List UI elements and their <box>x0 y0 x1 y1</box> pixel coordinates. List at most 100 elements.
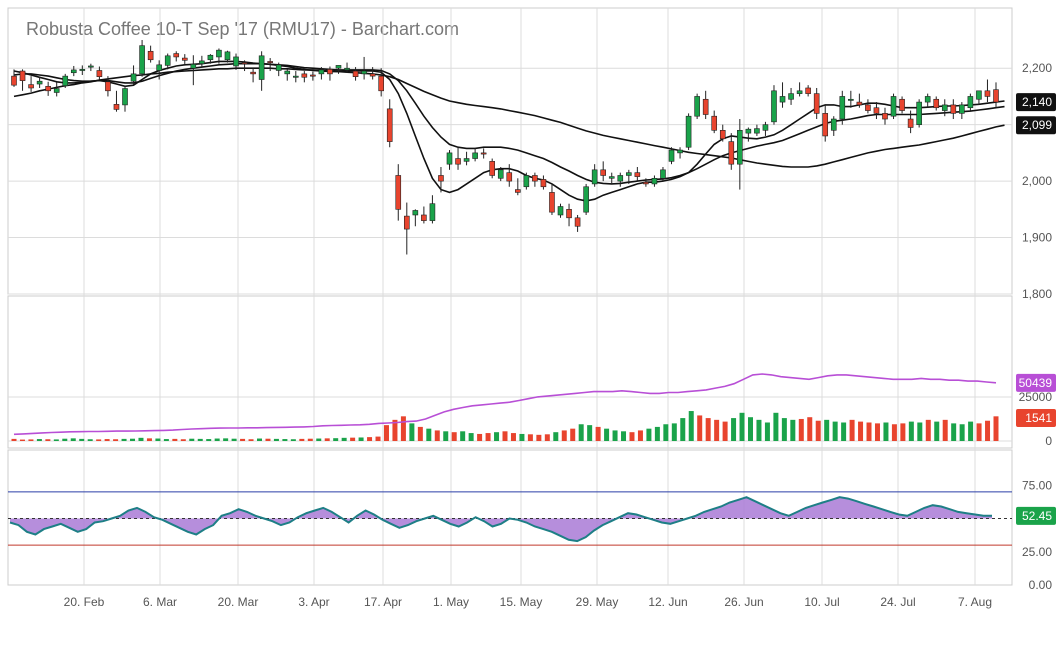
candle-body <box>976 90 982 100</box>
candle-body <box>600 169 607 176</box>
volume-bar <box>798 418 804 441</box>
volume-bar <box>290 439 296 441</box>
candle <box>839 90 846 125</box>
candle-body <box>480 152 487 155</box>
volume-bar <box>485 433 491 441</box>
candle-body <box>472 152 478 159</box>
candle <box>122 85 128 112</box>
candle <box>156 60 162 80</box>
candle <box>378 68 384 97</box>
candle <box>327 66 333 81</box>
volume-bar <box>257 438 262 441</box>
volume-bar <box>231 438 237 441</box>
candle <box>566 203 572 227</box>
candle <box>865 99 871 114</box>
volume-bar <box>87 439 93 441</box>
candle-body <box>523 175 530 188</box>
candle-body <box>70 69 77 74</box>
candle <box>70 65 77 77</box>
candle <box>506 164 513 187</box>
candle <box>651 175 658 187</box>
candle-body <box>301 73 308 78</box>
rsi-tick-label: 75.00 <box>1022 478 1052 492</box>
volume-bar <box>130 438 136 441</box>
volume-badge-bg <box>1016 409 1056 427</box>
ma-value-badge-text: 2,099 <box>1022 118 1052 132</box>
candle <box>950 99 957 120</box>
candle <box>976 90 982 105</box>
volume-bar <box>70 438 76 441</box>
candle-body <box>181 57 188 61</box>
candle-body <box>190 63 197 69</box>
volume-bar <box>443 431 449 441</box>
candle-body <box>318 69 325 75</box>
volume-bar <box>400 416 406 441</box>
volume-bar <box>959 424 965 441</box>
candle-body <box>105 81 111 92</box>
x-tick-label: 20. Mar <box>218 595 259 609</box>
volume-bar <box>705 418 711 441</box>
volume-bar <box>731 418 737 441</box>
volume-bar <box>155 438 161 441</box>
last-price-badge-bg <box>1016 93 1056 112</box>
volume-bar <box>409 423 415 441</box>
candle-body <box>241 62 248 65</box>
candle <box>395 164 402 221</box>
x-tick-label: 1. May <box>433 595 469 609</box>
candle <box>822 104 829 142</box>
candle-body <box>113 104 120 110</box>
rsi-area <box>10 497 992 542</box>
candle-body <box>924 96 931 103</box>
volume-bar <box>248 439 254 441</box>
candle <box>771 85 777 125</box>
candle-body <box>156 64 162 71</box>
candle-body <box>395 175 402 210</box>
candle-body <box>438 175 444 182</box>
candle <box>173 51 180 62</box>
candle-body <box>796 90 803 94</box>
candle <box>745 127 752 142</box>
candle <box>497 167 504 182</box>
candle-body <box>250 71 256 75</box>
candle-body <box>173 53 180 58</box>
volume-bar <box>316 438 322 441</box>
candle <box>882 107 888 125</box>
candle-body <box>352 70 359 77</box>
candle-body <box>489 161 495 176</box>
candle <box>318 67 325 80</box>
candle <box>446 150 453 170</box>
volume-bar <box>121 438 127 441</box>
candle-body <box>549 192 555 213</box>
candle-body <box>813 93 820 114</box>
candle <box>96 66 103 80</box>
candle-body <box>890 96 897 117</box>
volume-bar <box>341 437 347 441</box>
candle-body <box>848 98 854 101</box>
candle <box>480 148 487 159</box>
candle-body <box>737 130 743 165</box>
volume-bar <box>45 439 51 441</box>
volume-bar <box>841 422 847 441</box>
candle <box>634 167 641 182</box>
volume-bar <box>637 430 643 441</box>
volume-bar <box>968 421 974 441</box>
candle-body <box>882 113 888 120</box>
volume-bar <box>883 422 889 441</box>
rsi-badge: 52.45 <box>1016 506 1056 525</box>
volume-bar <box>570 428 576 441</box>
volume-bar <box>350 437 356 441</box>
candle <box>890 93 897 120</box>
volume-bar <box>206 439 212 441</box>
volume-bar <box>908 421 914 441</box>
candle <box>438 167 444 193</box>
volume-bar <box>197 438 203 441</box>
last-price-badge-text: 2,140 <box>1022 95 1052 109</box>
volume-bar <box>307 438 313 441</box>
candle-body <box>771 90 777 123</box>
candle-body <box>557 206 564 216</box>
candle <box>53 82 60 97</box>
candle <box>643 178 649 187</box>
volume-bar <box>680 418 686 441</box>
volume-bar <box>722 421 728 441</box>
candle-body <box>899 98 905 111</box>
